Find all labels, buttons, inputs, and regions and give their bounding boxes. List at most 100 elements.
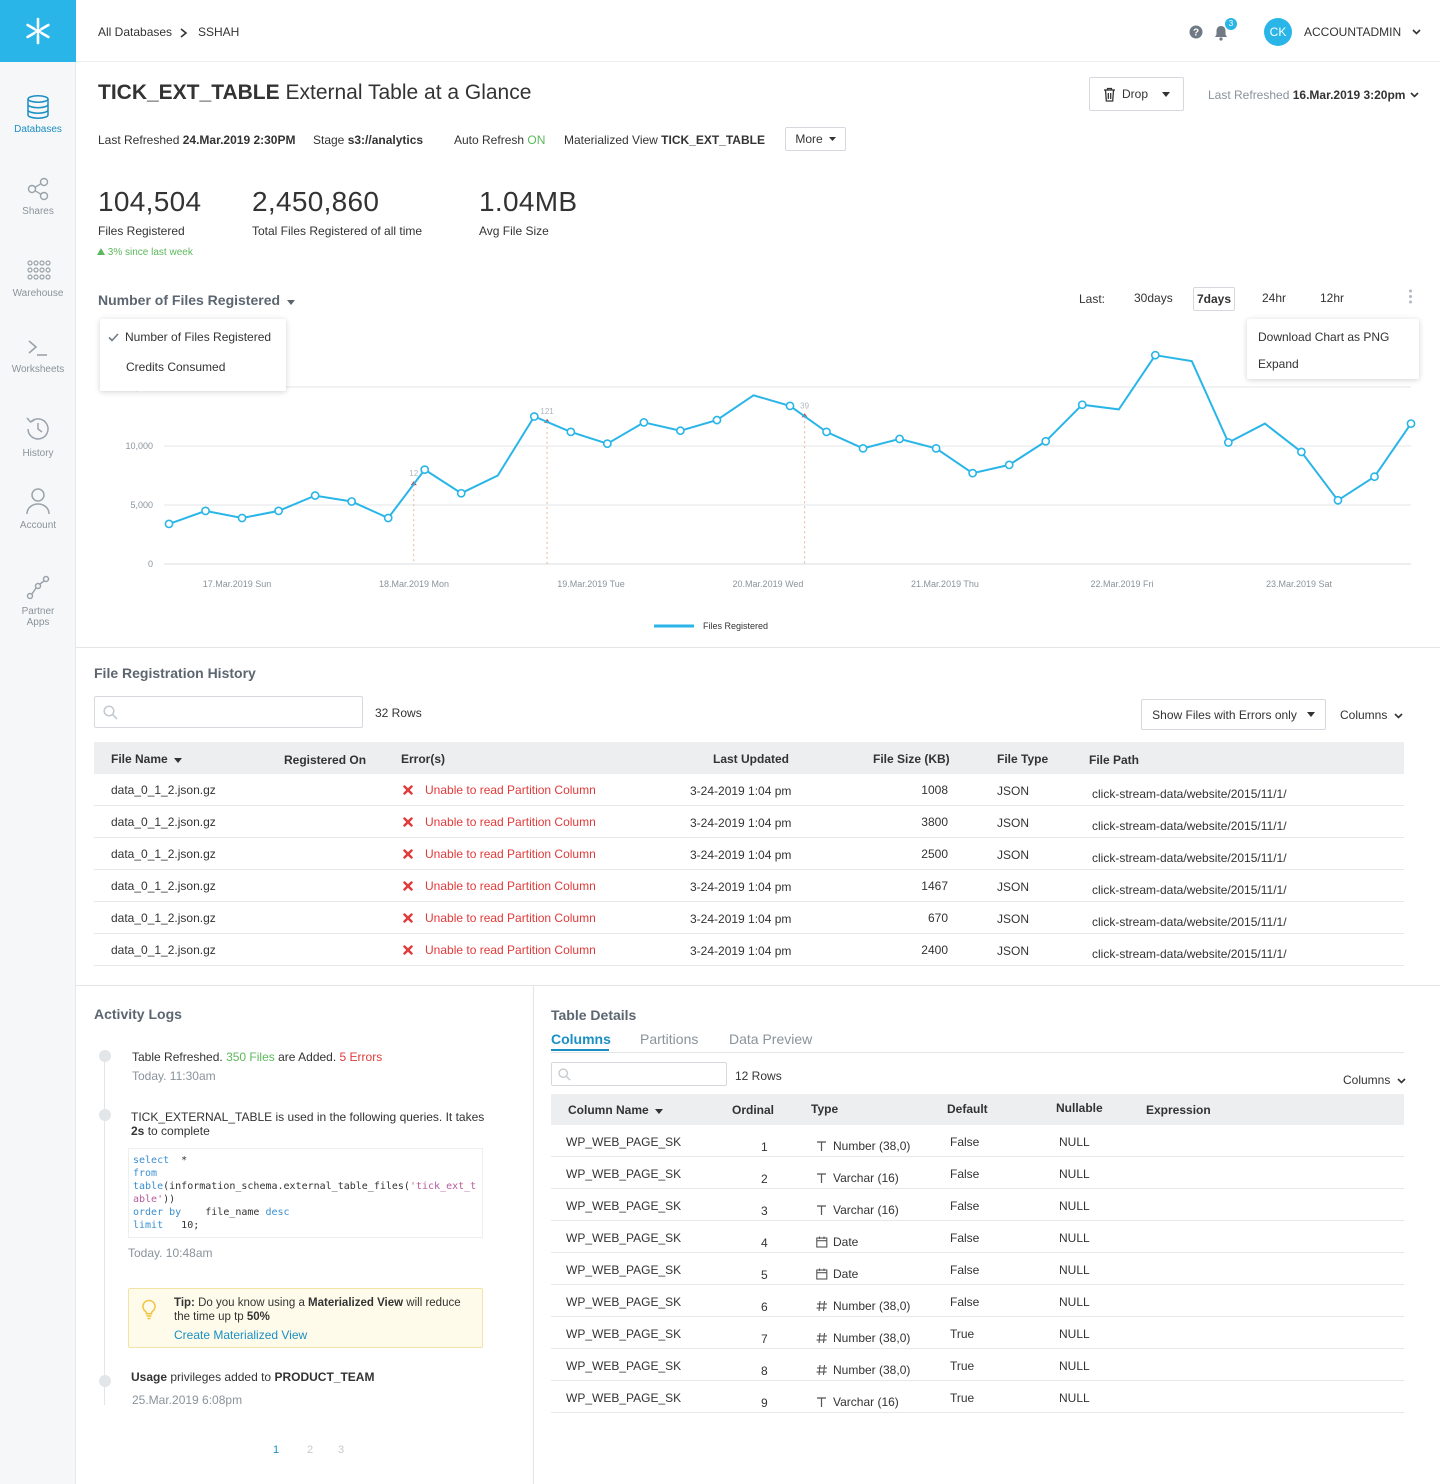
table-row[interactable]: data_0_1_2.json.gz Unable to read Partit… <box>94 806 1404 838</box>
data-point <box>858 443 868 453</box>
table-row[interactable]: WP_WEB_PAGE_SK 4 Date False NULL <box>551 1221 1404 1253</box>
cell-file-name: data_0_1_2.json.gz <box>111 943 216 957</box>
avatar[interactable]: CK <box>1264 18 1292 46</box>
table-row[interactable]: WP_WEB_PAGE_SK 2 Varchar (16) False NULL <box>551 1157 1404 1189</box>
cell-error[interactable]: Unable to read Partition Column <box>425 815 596 829</box>
history-columns-menu[interactable]: Columns <box>1340 708 1403 722</box>
divider <box>76 985 1440 986</box>
chevron-right-icon <box>180 28 188 38</box>
col-header-last-updated[interactable]: Last Updated <box>713 752 790 766</box>
col-header-nullable[interactable]: Nullable <box>1056 1101 1103 1115</box>
log-entry-refresh: Table Refreshed. 350 Files are Added. 5 … <box>132 1050 382 1064</box>
col-header-column-name[interactable]: Column Name <box>568 1103 664 1117</box>
sidebar-item-partner-apps[interactable]: Partner Apps <box>0 574 76 628</box>
breadcrumb-database[interactable]: SSHAH <box>198 25 240 39</box>
cell-default: False <box>950 1135 980 1149</box>
chevron-down-icon[interactable] <box>1410 92 1419 98</box>
pagination-page-2[interactable]: 2 <box>307 1444 314 1456</box>
cell-column-name: WP_WEB_PAGE_SK <box>566 1167 682 1181</box>
role-selector[interactable]: ACCOUNTADMIN <box>1304 25 1402 39</box>
snowflake-logo-icon[interactable] <box>0 0 76 62</box>
data-point <box>347 497 357 506</box>
col-header-file-size[interactable]: File Size (KB) <box>873 752 950 766</box>
data-point <box>310 491 320 500</box>
range-24hr[interactable]: 24hr <box>1262 291 1287 305</box>
kebab-menu-icon[interactable] <box>1408 289 1413 304</box>
notification-bell-icon[interactable] <box>1214 25 1228 41</box>
menu-item-expand[interactable]: Expand <box>1258 357 1299 371</box>
col-header-default[interactable]: Default <box>947 1102 988 1116</box>
range-30days[interactable]: 30days <box>1134 291 1173 305</box>
caret-down-icon <box>1162 91 1170 97</box>
tab-columns[interactable]: Columns <box>551 1031 611 1047</box>
menu-item-download-png[interactable]: Download Chart as PNG <box>1258 330 1390 344</box>
more-button[interactable]: More <box>785 127 846 151</box>
data-point <box>602 439 612 449</box>
divider <box>76 647 1440 648</box>
query-code-block[interactable]: select * from table(information_schema.e… <box>128 1148 483 1238</box>
table-row[interactable]: WP_WEB_PAGE_SK 1 Number (38,0) False NUL… <box>551 1125 1404 1157</box>
range-7days[interactable]: 7days <box>1193 287 1235 311</box>
sidebar-item-worksheets[interactable]: Worksheets <box>0 336 76 375</box>
sidebar-item-account[interactable]: Account <box>0 486 76 531</box>
table-row[interactable]: WP_WEB_PAGE_SK 5 Date False NULL <box>551 1253 1404 1285</box>
create-materialized-view-link[interactable]: Create Materialized View <box>174 1328 308 1342</box>
table-row[interactable]: data_0_1_2.json.gz Unable to read Partit… <box>94 774 1404 806</box>
col-header-type[interactable]: Type <box>811 1102 839 1116</box>
cell-error[interactable]: Unable to read Partition Column <box>425 847 596 861</box>
range-12hr[interactable]: 12hr <box>1320 291 1345 305</box>
breadcrumb-all-databases[interactable]: All Databases <box>98 25 173 39</box>
col-header-file-type[interactable]: File Type <box>997 752 1049 766</box>
cell-ordinal: 9 <box>761 1396 768 1410</box>
caret-down-icon <box>828 137 836 141</box>
sidebar-item-warehouse[interactable]: Warehouse <box>0 258 76 299</box>
data-point <box>676 426 685 436</box>
chevron-down-icon[interactable] <box>1412 29 1421 35</box>
table-row[interactable]: WP_WEB_PAGE_SK 9 Varchar (16) True NULL <box>551 1381 1404 1413</box>
cell-ordinal: 3 <box>761 1204 768 1218</box>
col-header-errors[interactable]: Error(s) <box>401 752 446 766</box>
table-row[interactable]: WP_WEB_PAGE_SK 7 Number (38,0) True NULL <box>551 1317 1404 1349</box>
col-header-registered-on[interactable]: Registered On <box>284 753 367 767</box>
menu-item-files-registered[interactable]: Number of Files Registered <box>125 330 272 344</box>
menu-item-credits-consumed[interactable]: Credits Consumed <box>126 360 226 374</box>
history-search-input[interactable] <box>94 696 363 728</box>
tab-data-preview[interactable]: Data Preview <box>729 1031 813 1047</box>
cell-ordinal: 2 <box>761 1172 768 1186</box>
cell-type: Number (38,0) <box>833 1363 911 1377</box>
col-header-expression[interactable]: Expression <box>1146 1103 1211 1117</box>
table-row[interactable]: WP_WEB_PAGE_SK 8 Number (38,0) True NULL <box>551 1349 1404 1381</box>
table-row[interactable]: WP_WEB_PAGE_SK 6 Number (38,0) False NUL… <box>551 1285 1404 1317</box>
tab-partitions[interactable]: Partitions <box>640 1031 699 1047</box>
cell-error[interactable]: Unable to read Partition Column <box>425 783 596 797</box>
chart-metric-selector[interactable]: Number of Files Registered <box>98 292 295 308</box>
log-errors[interactable]: 5 Errors <box>339 1050 383 1064</box>
help-icon[interactable]: ? <box>1189 25 1203 39</box>
drop-button[interactable]: Drop <box>1089 77 1184 111</box>
cell-error[interactable]: Unable to read Partition Column <box>425 943 596 957</box>
cell-file-path: click-stream-data/website/2015/11/1/ <box>1092 915 1287 929</box>
sidebar-item-label: History <box>22 448 54 459</box>
hash-icon <box>816 1364 827 1376</box>
col-header-file-path[interactable]: File Path <box>1089 753 1140 767</box>
table-row[interactable]: data_0_1_2.json.gz Unable to read Partit… <box>94 838 1404 870</box>
pagination-page-1[interactable]: 1 <box>273 1444 280 1456</box>
sidebar-item-shares[interactable]: Shares <box>0 176 76 217</box>
sidebar-item-history[interactable]: History <box>0 414 76 459</box>
pagination-page-3[interactable]: 3 <box>338 1444 345 1456</box>
table-row[interactable]: data_0_1_2.json.gz Unable to read Partit… <box>94 870 1404 902</box>
col-header-ordinal[interactable]: Ordinal <box>732 1103 775 1117</box>
last-refreshed-selector[interactable]: Last Refreshed 16.Mar.2019 3:20pm <box>1208 88 1405 102</box>
cell-error[interactable]: Unable to read Partition Column <box>425 879 596 893</box>
details-columns-menu[interactable]: Columns <box>1343 1073 1406 1087</box>
table-row[interactable]: data_0_1_2.json.gz Unable to read Partit… <box>94 934 1404 966</box>
history-table-header <box>94 742 1404 774</box>
error-x-icon <box>403 849 413 859</box>
details-search-input[interactable] <box>551 1062 727 1086</box>
error-filter-select[interactable]: Show Files with Errors only <box>1141 699 1326 730</box>
cell-error[interactable]: Unable to read Partition Column <box>425 911 596 925</box>
table-row[interactable]: data_0_1_2.json.gz Unable to read Partit… <box>94 902 1404 934</box>
sidebar-item-databases[interactable]: Databases <box>0 94 76 135</box>
col-header-file-name[interactable]: File Name <box>111 752 183 766</box>
table-row[interactable]: WP_WEB_PAGE_SK 3 Varchar (16) False NULL <box>551 1189 1404 1221</box>
